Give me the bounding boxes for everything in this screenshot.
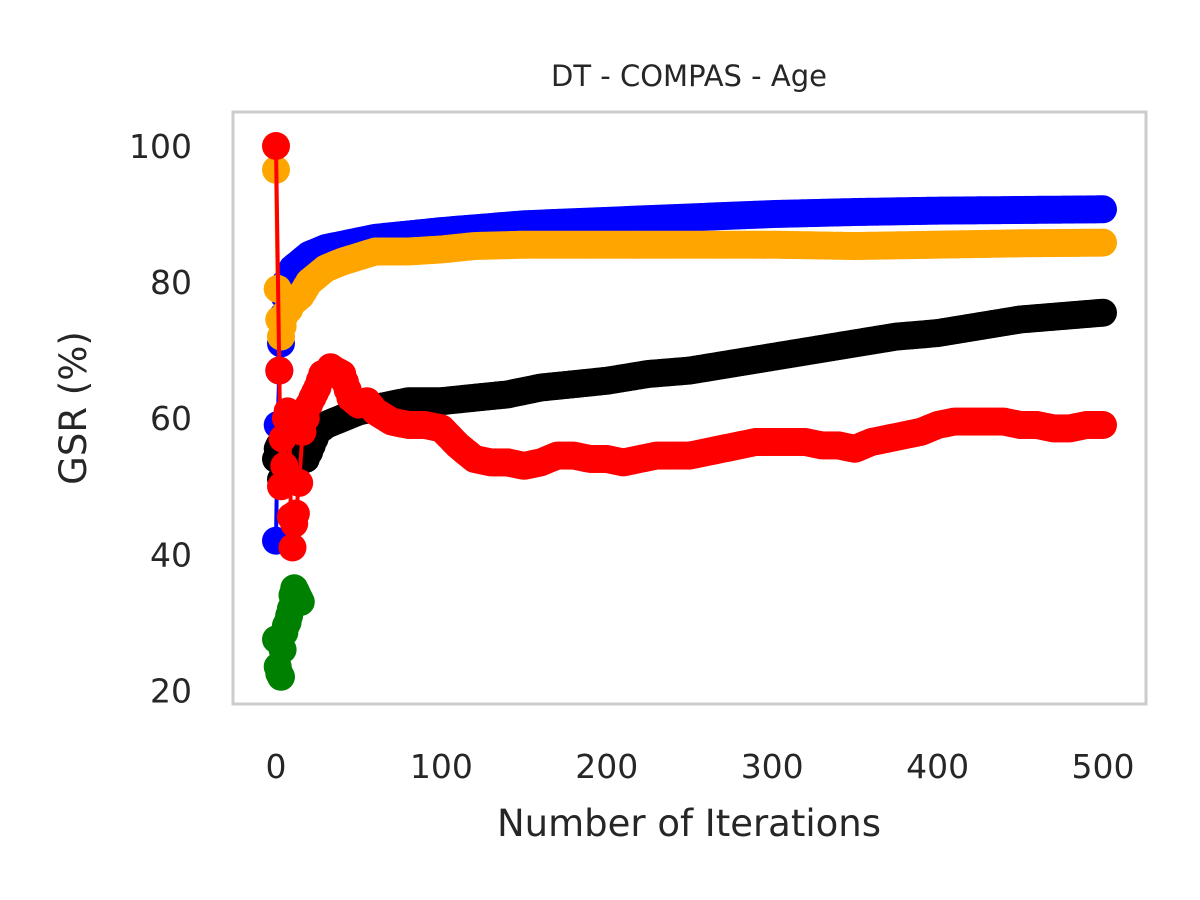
series-point [262,132,290,160]
x-tick-label: 100 [410,747,473,786]
x-tick-label: 0 [266,747,287,786]
plot-frame [231,110,1148,706]
series-point [1089,411,1117,439]
y-tick-label: 20 [150,671,192,710]
series-point [285,468,314,497]
y-tick-label: 40 [150,535,192,574]
y-tick-label: 80 [150,263,192,302]
series-3 [262,132,1117,562]
y-tick-label: 60 [150,399,192,438]
x-tick-label: 300 [741,747,804,786]
series-4 [262,574,315,691]
series-point [1089,195,1117,224]
y-axis-label: GSR (%) [52,331,95,485]
series-1 [262,155,1117,351]
series-point [281,499,310,528]
x-tick-labels: 0 100 200 300 400 500 [266,747,1135,786]
chart-title: DT - COMPAS - Age [551,59,827,93]
series-point [1089,298,1117,327]
x-tick-label: 200 [575,747,638,786]
x-axis-label: Number of Iterations [497,802,881,845]
series-point [278,533,307,562]
x-tick-label: 400 [906,747,969,786]
y-tick-label: 100 [129,127,192,166]
series-point [265,356,294,385]
series-point [286,587,315,616]
series-layer [262,132,1117,691]
y-tick-labels: 20 40 60 80 100 [129,127,192,710]
series-point [267,662,295,691]
x-tick-label: 500 [1071,747,1134,786]
series-point [1089,228,1117,257]
